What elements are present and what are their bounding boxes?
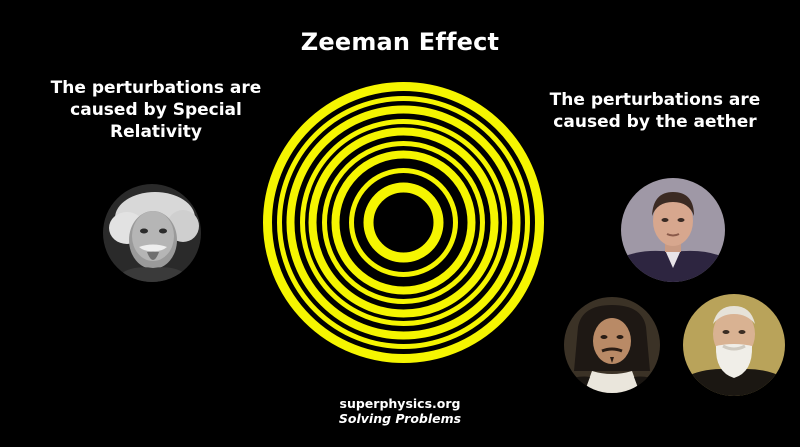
ring (349, 168, 458, 277)
footer: superphysics.org Solving Problems (300, 396, 500, 426)
concentric-rings-graphic (263, 82, 544, 363)
ring (277, 96, 530, 349)
ring (263, 82, 544, 363)
ring (300, 119, 507, 326)
ring (286, 105, 521, 340)
right-caption: The perturbations are caused by the aeth… (549, 90, 761, 132)
footer-site: superphysics.org (339, 396, 461, 411)
lorentz-portrait (683, 294, 785, 396)
ring (308, 127, 499, 318)
einstein-portrait (103, 184, 201, 282)
bohr-portrait (621, 178, 725, 282)
footer-tagline: Solving Problems (338, 411, 462, 426)
descartes-portrait (564, 297, 660, 393)
left-caption: The perturbations are caused by Special … (50, 78, 262, 142)
ring (363, 182, 444, 263)
slide-title: Zeeman Effect (300, 28, 500, 56)
ring (322, 141, 485, 304)
ring (331, 150, 476, 295)
